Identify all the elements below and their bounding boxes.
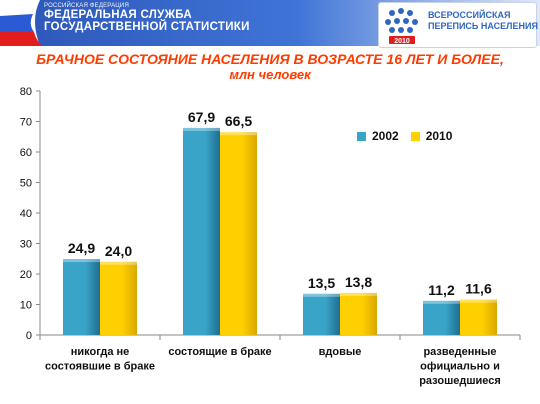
bar-highlight bbox=[303, 293, 340, 297]
data-label: 11,2 bbox=[428, 282, 455, 298]
bar-highlight bbox=[100, 261, 137, 265]
data-label: 24,9 bbox=[68, 240, 95, 256]
bar-2010-0 bbox=[100, 261, 137, 335]
y-tick-label: 40 bbox=[20, 208, 32, 220]
y-tick-label: 20 bbox=[20, 269, 32, 281]
bar-highlight bbox=[340, 292, 377, 296]
legend-swatch-2002 bbox=[357, 131, 366, 141]
category-label: разошедшиеся bbox=[419, 375, 501, 387]
category-label: вдовые bbox=[319, 346, 362, 358]
census-people-icon: 2010 bbox=[385, 8, 418, 45]
legend-swatch-2010 bbox=[410, 131, 420, 141]
y-tick-label: 80 bbox=[20, 86, 32, 98]
census-year: 2010 bbox=[394, 38, 410, 45]
bar-2002-0 bbox=[63, 259, 100, 335]
bar-highlight bbox=[423, 300, 460, 304]
census-line2: ПЕРЕПИСЬ НАСЕЛЕНИЯ bbox=[428, 21, 538, 31]
agency-line1: ФЕДЕРАЛЬНАЯ СЛУЖБА bbox=[44, 9, 193, 21]
category-label: никогда не bbox=[71, 346, 130, 358]
bar-highlight bbox=[220, 132, 257, 136]
bar-2010-1 bbox=[220, 132, 257, 335]
census-logo: 2010 bbox=[378, 2, 537, 48]
category-label: разведенные bbox=[423, 346, 496, 358]
bar-2010-3 bbox=[460, 299, 497, 335]
data-label: 11,6 bbox=[465, 281, 492, 297]
bar-2002-2 bbox=[303, 293, 340, 335]
y-tick-label: 0 bbox=[26, 330, 32, 342]
y-tick-label: 10 bbox=[20, 300, 32, 312]
data-label: 13,5 bbox=[308, 275, 335, 291]
category-label: официально и bbox=[420, 361, 500, 373]
legend: 2002 2010 bbox=[357, 129, 452, 143]
agency-name: РОССИЙСКАЯ ФЕДЕРАЦИЯ ФЕДЕРАЛЬНАЯ СЛУЖБА … bbox=[44, 3, 250, 33]
y-tick-label: 30 bbox=[20, 239, 32, 251]
y-tick-label: 70 bbox=[20, 117, 32, 129]
legend-label-2010: 2010 bbox=[425, 129, 453, 143]
agency-line2: ГОСУДАРСТВЕННОЙ СТАТИСТИКИ bbox=[44, 21, 250, 33]
y-tick-label: 60 bbox=[20, 147, 32, 159]
data-label: 13,8 bbox=[345, 274, 372, 290]
category-label: состоявшие в браке bbox=[45, 361, 155, 373]
header-banner: РОССИЙСКАЯ ФЕДЕРАЦИЯ ФЕДЕРАЛЬНАЯ СЛУЖБА … bbox=[0, 0, 540, 48]
agency-small: РОССИЙСКАЯ ФЕДЕРАЦИЯ bbox=[44, 3, 129, 9]
bar-2010-2 bbox=[340, 292, 377, 335]
chart-title-block: БРАЧНОЕ СОСТОЯНИЕ НАСЕЛЕНИЯ В ВОЗРАСТЕ 1… bbox=[0, 51, 540, 83]
bar-2002-3 bbox=[423, 300, 460, 335]
chart-subtitle: млн человек bbox=[229, 67, 311, 82]
bar-highlight bbox=[63, 259, 100, 263]
category-label: состоящие в браке bbox=[168, 346, 271, 358]
legend-label-2002: 2002 bbox=[372, 129, 399, 143]
bar-highlight bbox=[183, 127, 220, 131]
chart-title: БРАЧНОЕ СОСТОЯНИЕ НАСЕЛЕНИЯ В ВОЗРАСТЕ 1… bbox=[36, 51, 504, 67]
bar-2002-1 bbox=[183, 127, 220, 335]
data-label: 66,5 bbox=[225, 113, 252, 129]
census-title: ВСЕРОССИЙСКАЯ ПЕРЕПИСЬ НАСЕЛЕНИЯ bbox=[428, 10, 538, 32]
data-label: 67,9 bbox=[188, 109, 215, 125]
y-tick-label: 50 bbox=[20, 178, 32, 190]
census-line1: ВСЕРОССИЙСКАЯ bbox=[428, 10, 511, 20]
bar-highlight bbox=[460, 299, 497, 303]
data-label: 24,0 bbox=[105, 243, 132, 259]
